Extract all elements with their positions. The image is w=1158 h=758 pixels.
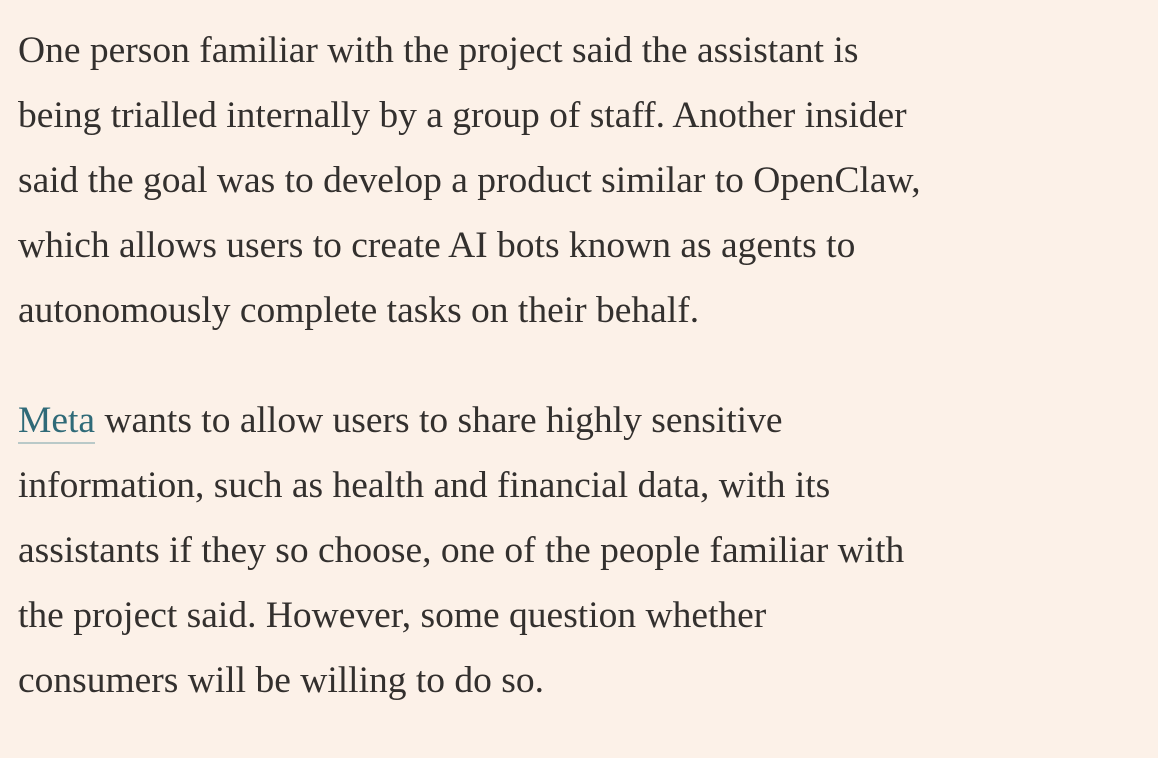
text-line: being trialled internally by a group of … (18, 83, 1148, 148)
line-text: which allows users to create AI bots kno… (18, 225, 856, 266)
text-line: autonomously complete tasks on their beh… (18, 278, 1148, 343)
text-line: Meta wants to allow users to share highly… (18, 388, 1148, 453)
line-text: One person familiar with the project sai… (18, 30, 859, 71)
text-line: One person familiar with the project sai… (18, 18, 1148, 83)
line-text: autonomously complete tasks on their beh… (18, 290, 700, 331)
line-text: information, such as health and financia… (18, 465, 831, 506)
text-line: information, such as health and financia… (18, 453, 1148, 518)
line-text: said the goal was to develop a product s… (18, 160, 921, 201)
line-text: consumers will be willing to do so. (18, 660, 545, 701)
line-text: the project said. However, some question… (18, 595, 767, 636)
paragraph: Meta wants to allow users to share highly… (18, 388, 1148, 713)
text-line: consumers will be willing to do so. (18, 648, 1148, 713)
line-text: assistants if they so choose, one of the… (18, 530, 905, 571)
inline-link[interactable]: Meta (18, 400, 96, 444)
text-line: assistants if they so choose, one of the… (18, 518, 1148, 583)
paragraph: One person familiar with the project sai… (18, 18, 1148, 343)
text-line: said the goal was to develop a product s… (18, 148, 1148, 213)
text-line: which allows users to create AI bots kno… (18, 213, 1148, 278)
page: {"paragraphs": [ {"lines": [ "One person… (18, 30, 921, 701)
line-text: wants to allow users to share highly sen… (104, 400, 783, 441)
article-body: One person familiar with the project sai… (18, 18, 1148, 758)
line-text: being trialled internally by a group of … (18, 95, 907, 136)
text-line: the project said. However, some question… (18, 583, 1148, 648)
